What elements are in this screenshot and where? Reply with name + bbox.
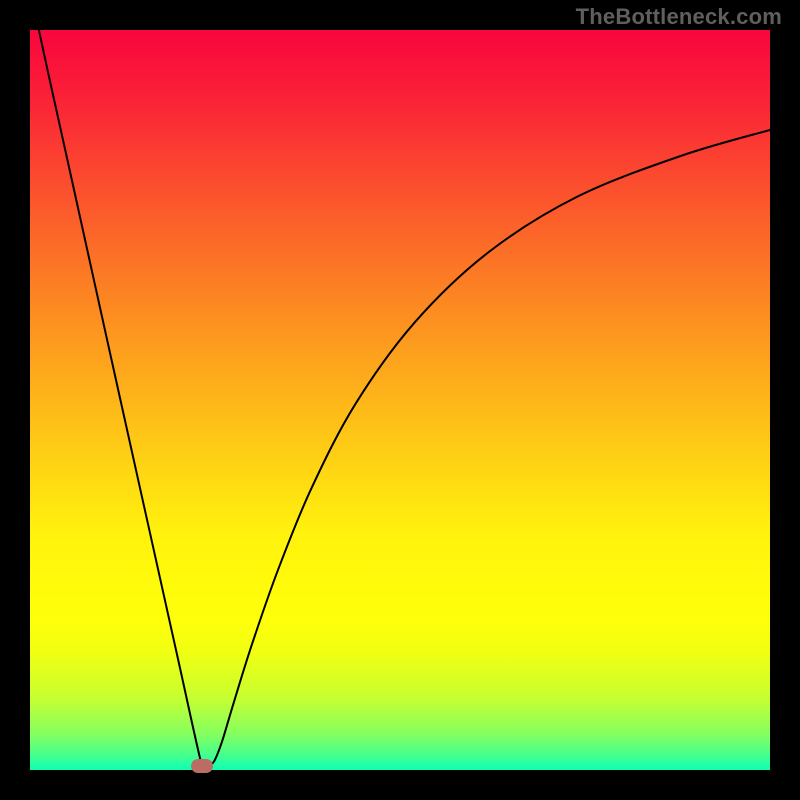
bottleneck-curve <box>30 30 770 770</box>
plot-area <box>30 30 770 770</box>
chart-container: { "watermark": { "text": "TheBottleneck.… <box>0 0 800 800</box>
watermark-text: TheBottleneck.com <box>576 4 782 30</box>
minimum-marker <box>191 759 213 773</box>
